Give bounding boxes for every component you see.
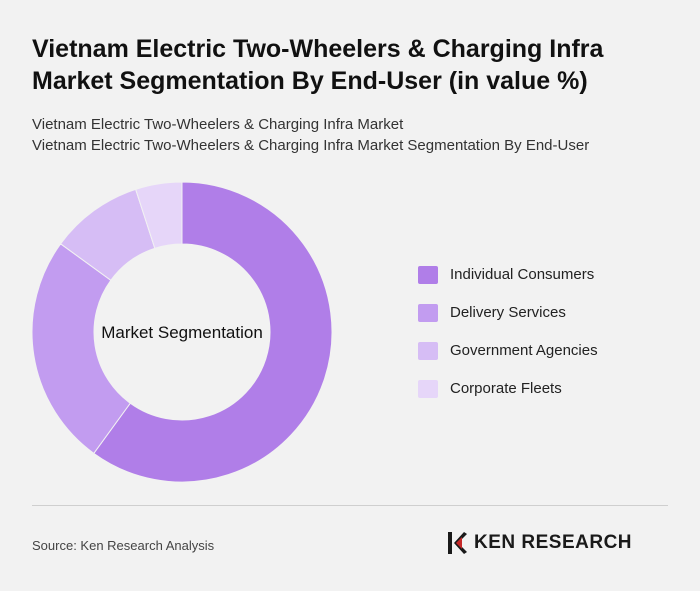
chart-title-line-2: Market Segmentation By End-User (in valu…	[32, 67, 588, 95]
legend-swatch	[418, 303, 438, 322]
legend-label: Individual Consumers	[450, 266, 595, 283]
legend-swatch	[418, 265, 438, 284]
donut-chart: Market Segmentation	[31, 181, 333, 483]
ken-research-logo-icon	[448, 532, 467, 554]
brand-logo: KEN RESEARCH	[446, 530, 632, 556]
legend-label: Government Agencies	[450, 342, 598, 359]
subtitle-line-1: Vietnam Electric Two-Wheelers & Charging…	[32, 116, 404, 133]
legend-swatch	[418, 379, 438, 398]
chart-title: Vietnam Electric Two-Wheelers & Charging…	[32, 33, 672, 97]
legend-label: Corporate Fleets	[450, 380, 562, 397]
legend-swatch	[418, 341, 438, 360]
legend: Individual Consumers Delivery Services Gov…	[418, 265, 598, 417]
source-note: Source: Ken Research Analysis	[32, 538, 215, 553]
divider	[32, 505, 668, 506]
chart-subtitle: Vietnam Electric Two-Wheelers & Charging…	[32, 114, 672, 156]
donut-slices	[31, 181, 333, 483]
legend-label: Delivery Services	[450, 304, 566, 321]
legend-item: Individual Consumers	[418, 265, 598, 284]
donut-hole	[94, 244, 270, 420]
chart-title-line-1: Vietnam Electric Two-Wheelers & Charging…	[32, 35, 604, 63]
subtitle-line-2: Vietnam Electric Two-Wheelers & Charging…	[32, 137, 590, 154]
legend-item: Government Agencies	[418, 341, 598, 360]
legend-item: Corporate Fleets	[418, 379, 598, 398]
legend-item: Delivery Services	[418, 303, 598, 322]
brand-name: KEN RESEARCH	[474, 532, 633, 553]
center-label: Market Segmentation	[101, 323, 263, 342]
